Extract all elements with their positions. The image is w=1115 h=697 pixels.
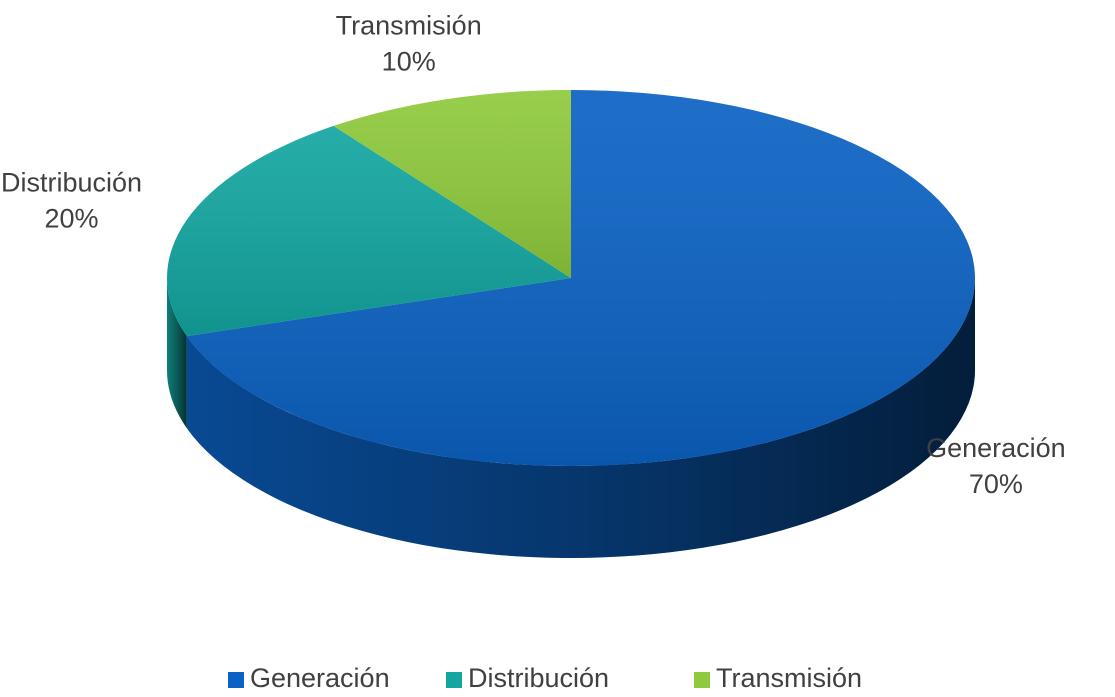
data-label-value: 70% (969, 469, 1023, 499)
pie-side-shade (186, 278, 975, 558)
data-label-name: Transmisión (336, 11, 482, 41)
data-label-name: Distribución (1, 168, 142, 198)
pie-slice-shade (186, 90, 976, 466)
legend-marker (446, 672, 462, 688)
data-label-value: 10% (382, 47, 436, 77)
legend-label: Generación (250, 663, 390, 693)
pie-slice-shade (333, 90, 571, 278)
legend-marker (694, 672, 710, 688)
data-label-name: Generación (926, 433, 1066, 463)
pie-side-shade (167, 278, 187, 429)
legend-label: Transmisión (716, 663, 862, 693)
legend-marker (228, 672, 244, 688)
pie-slice-shade (166, 125, 571, 337)
data-label-value: 20% (44, 204, 98, 234)
legend-label: Distribución (468, 663, 609, 693)
